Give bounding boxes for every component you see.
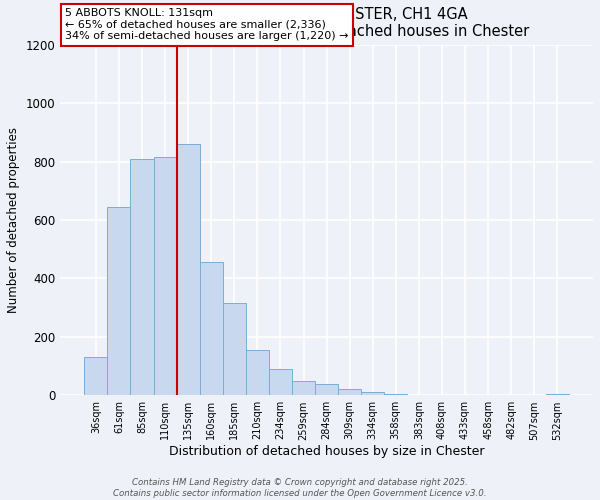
X-axis label: Distribution of detached houses by size in Chester: Distribution of detached houses by size … — [169, 445, 484, 458]
Bar — [292, 380, 315, 396]
Bar — [384, 394, 407, 396]
Y-axis label: Number of detached properties: Number of detached properties — [7, 127, 20, 313]
Bar — [269, 369, 292, 396]
Bar — [154, 157, 176, 396]
Bar — [361, 392, 384, 396]
Title: 5, ABBOTS KNOLL, CHESTER, CH1 4GA
Size of property relative to detached houses i: 5, ABBOTS KNOLL, CHESTER, CH1 4GA Size o… — [124, 7, 529, 40]
Bar — [130, 158, 154, 396]
Text: 5 ABBOTS KNOLL: 131sqm
← 65% of detached houses are smaller (2,336)
34% of semi-: 5 ABBOTS KNOLL: 131sqm ← 65% of detached… — [65, 8, 349, 41]
Bar — [176, 144, 200, 396]
Text: Contains HM Land Registry data © Crown copyright and database right 2025.
Contai: Contains HM Land Registry data © Crown c… — [113, 478, 487, 498]
Bar — [107, 207, 130, 396]
Bar — [200, 262, 223, 396]
Bar — [546, 394, 569, 396]
Bar — [223, 303, 246, 396]
Bar — [246, 350, 269, 396]
Bar — [338, 390, 361, 396]
Bar — [85, 358, 107, 396]
Bar — [315, 384, 338, 396]
